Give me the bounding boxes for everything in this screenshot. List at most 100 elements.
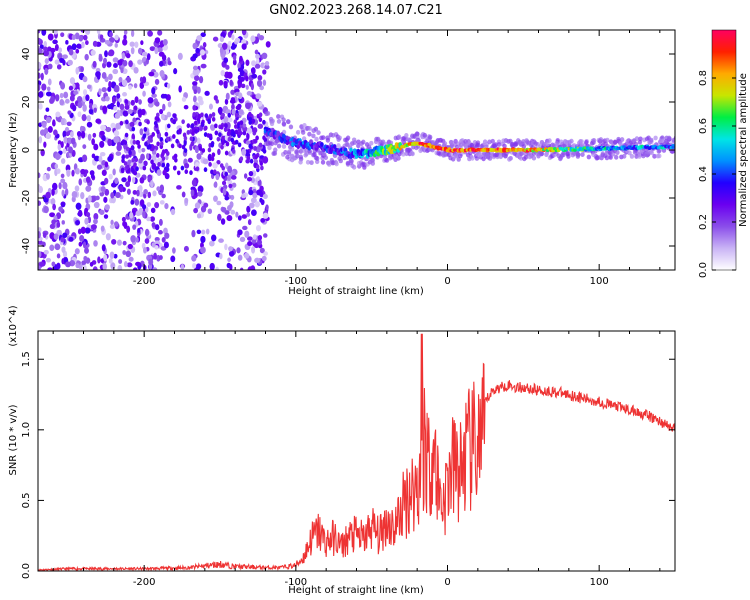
heatmap-cell [250,265,256,270]
heatmap-cell [207,147,212,153]
heatmap-cell [62,181,68,190]
heatmap-cell [61,189,65,197]
heatmap-cell [422,132,428,138]
heatmap-cell [127,243,133,250]
heatmap-cell [128,150,132,156]
heatmap-cell [257,234,263,241]
heatmap-cell [82,144,87,149]
heatmap-cell [200,112,204,118]
heatmap-cell [241,214,248,219]
heatmap-cell [166,111,172,118]
heatmap-cell [56,64,62,70]
x-tick-label: 0 [444,276,450,287]
heatmap-cell [369,140,374,146]
heatmap-cell [54,59,60,65]
heatmap-cell [200,246,206,254]
heatmap-cell [125,181,131,188]
heatmap-cell [224,196,230,201]
heatmap-cell [228,183,233,189]
heatmap-cell [84,227,91,234]
heatmap-cell [61,246,66,254]
heatmap-cell [128,60,133,68]
heatmap-cell [159,60,164,67]
heatmap-cell [152,71,159,78]
heatmap-cell [315,156,320,161]
heatmap-cell [172,113,176,119]
heatmap-cell [629,153,635,159]
heatmap-cell [200,235,206,244]
heatmap-cell [442,152,448,158]
heatmap-cell [108,173,113,180]
heatmap-cell [239,236,246,242]
heatmap-cell [223,116,229,124]
heatmap-cell [218,79,224,86]
heatmap-cell [178,128,182,133]
heatmap-cell [295,153,300,159]
colorbar-strip [711,29,737,271]
heatmap-cell [246,132,250,141]
heatmap-cell [81,260,87,266]
heatmap-cell [208,103,213,110]
heatmap-cell [356,143,361,149]
heatmap-cell [104,39,111,45]
heatmap-cell [47,78,52,86]
heatmap-cell [653,135,658,141]
heatmap-cell [262,69,267,75]
heatmap-cell [68,48,74,56]
heatmap-cell [561,152,566,158]
heatmap-cell [213,182,217,188]
heatmap-cell [260,217,266,223]
heatmap-cell [203,202,209,208]
heatmap-cell [570,152,576,158]
heatmap-cell [351,137,357,143]
heatmap-cell [64,188,69,196]
heatmap-cell [276,119,282,124]
heatmap-cell [47,63,53,70]
heatmap-cell [217,43,223,49]
heatmap-cell [82,241,87,249]
heatmap-cell [142,165,147,171]
heatmap-cell [103,214,109,219]
heatmap-cell [256,101,263,107]
heatmap-cell [38,200,42,206]
heatmap-cell [241,193,246,199]
heatmap-cell [276,143,282,149]
heatmap-cell [227,136,232,142]
heatmap-cell [134,157,139,163]
heatmap-cell [245,140,251,145]
y-tick-label: 1.0 [21,422,32,438]
heatmap-cell [303,152,308,158]
heatmap-cell [173,68,178,75]
heatmap-cell [56,212,62,220]
heatmap-cell [173,165,177,171]
heatmap-cell [98,155,103,163]
x-tick-label: -200 [133,577,156,588]
heatmap-cell [228,250,235,257]
heatmap-cell [216,159,221,165]
heatmap-cell [132,117,137,123]
heatmap-cell [181,119,185,125]
heatmap-cell [231,149,236,154]
heatmap-cell [47,125,53,133]
heatmap-cell [52,182,58,191]
heatmap-cell [228,246,233,252]
heatmap-cell [123,34,127,41]
heatmap-cell [314,136,319,142]
heatmap-cell [132,267,138,270]
heatmap-cell [130,168,135,173]
heatmap-cell [118,97,122,103]
heatmap-cell [563,139,569,145]
heatmap-cell [209,262,215,270]
heatmap-cell [132,139,137,145]
heatmap-cell [40,149,45,157]
heatmap-cell [234,112,239,118]
heatmap-cell [138,112,142,118]
heatmap-cell [197,191,203,197]
heatmap-cell [192,81,198,86]
heatmap-cell [208,133,213,139]
heatmap-cell [164,232,170,239]
heatmap-signal-cell [276,130,281,136]
heatmap-cell [627,150,632,156]
heatmap-cell [245,75,249,82]
heatmap-cell [247,236,253,241]
